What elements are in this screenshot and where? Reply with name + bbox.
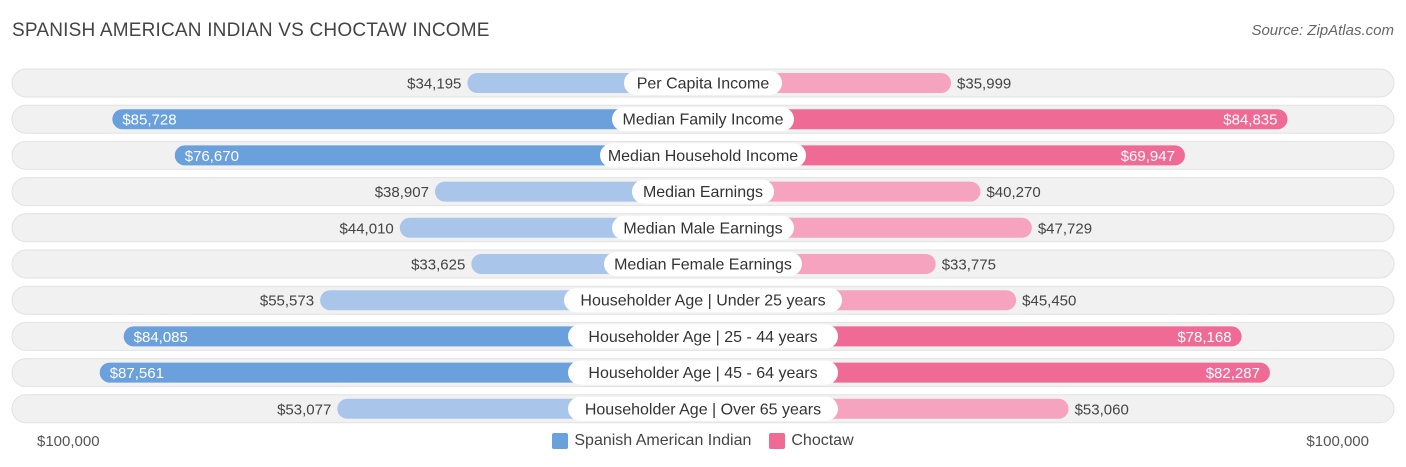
value-label-spanish-american-indian-householder-age-45-64-years: $87,561: [110, 365, 164, 382]
bar-choctaw-householder-age-45-64-years: [703, 362, 1270, 383]
bar-choctaw-median-family-income: [703, 109, 1288, 130]
category-pill-median-male-earnings: [612, 215, 794, 240]
category-label-householder-age-over-65-years: Householder Age | Over 65 years: [585, 401, 821, 418]
legend-label-spanish-american-indian: Spanish American Indian: [574, 432, 752, 449]
legend: Spanish American Indian Choctaw: [0, 432, 1406, 450]
value-label-choctaw-median-female-earnings: $33,775: [942, 257, 996, 274]
category-pill-median-earnings: [632, 179, 774, 204]
value-label-choctaw-householder-age-under-25-years: $45,450: [1022, 293, 1076, 310]
value-label-spanish-american-indian-median-male-earnings: $44,010: [340, 220, 394, 237]
category-label-median-male-earnings: Median Male Earnings: [623, 220, 782, 237]
legend-item-spanish-american-indian[interactable]: Spanish American Indian: [552, 432, 751, 450]
value-label-spanish-american-indian-median-household-income: $76,670: [185, 148, 239, 165]
value-label-choctaw-median-household-income: $69,947: [1121, 148, 1175, 165]
value-label-choctaw-per-capita-income: $35,999: [957, 76, 1011, 93]
bar-choctaw-median-household-income: [703, 145, 1185, 166]
legend-label-choctaw: Choctaw: [791, 432, 854, 449]
bar-choctaw-householder-age-25-44-years: [703, 326, 1242, 347]
value-label-choctaw-householder-age-over-65-years: $53,060: [1075, 401, 1129, 418]
category-label-householder-age-under-25-years: Householder Age | Under 25 years: [580, 293, 825, 310]
category-pill-householder-age-25-44-years: [568, 324, 838, 349]
category-pill-householder-age-under-25-years: [564, 288, 842, 313]
value-label-spanish-american-indian-per-capita-income: $34,195: [407, 76, 461, 93]
value-label-spanish-american-indian-householder-age-25-44-years: $84,085: [134, 329, 188, 346]
category-label-per-capita-income: Per Capita Income: [637, 76, 770, 93]
value-label-choctaw-median-family-income: $84,835: [1223, 112, 1277, 129]
axis-left-label: $100,000: [37, 433, 100, 450]
legend-item-choctaw[interactable]: Choctaw: [769, 432, 854, 450]
value-label-choctaw-median-earnings: $40,270: [986, 184, 1040, 201]
value-label-spanish-american-indian-median-female-earnings: $33,625: [411, 257, 465, 274]
category-pill-householder-age-over-65-years: [568, 396, 838, 421]
bar-spanish-american-indian-median-household-income: [174, 145, 703, 166]
value-label-spanish-american-indian-householder-age-under-25-years: $55,573: [260, 293, 314, 310]
category-pill-householder-age-45-64-years: [568, 360, 838, 385]
income-chart: $34,195 $35,999 Per Capita Income $85,728 $8…: [11, 68, 1395, 424]
category-label-householder-age-25-44-years: Householder Age | 25 - 44 years: [588, 329, 817, 346]
bar-spanish-american-indian-median-family-income: [112, 109, 703, 130]
category-pill-per-capita-income: [624, 71, 782, 95]
category-label-householder-age-45-64-years: Householder Age | 45 - 64 years: [588, 365, 817, 382]
bar-spanish-american-indian-householder-age-45-64-years: [99, 362, 703, 383]
category-label-median-family-income: Median Family Income: [623, 112, 784, 129]
category-label-median-female-earnings: Median Female Earnings: [614, 257, 792, 274]
bar-spanish-american-indian-householder-age-25-44-years: [123, 326, 703, 347]
legend-swatch-spanish-american-indian: [552, 433, 569, 449]
category-pill-median-household-income: [600, 143, 806, 168]
category-pill-median-family-income: [612, 107, 794, 132]
axis-right-label: $100,000: [1306, 433, 1369, 450]
value-label-choctaw-median-male-earnings: $47,729: [1038, 220, 1092, 237]
category-label-median-earnings: Median Earnings: [643, 184, 763, 201]
category-label-median-household-income: Median Household Income: [608, 148, 798, 165]
value-label-spanish-american-indian-median-family-income: $85,728: [122, 112, 176, 129]
category-pill-median-female-earnings: [604, 252, 802, 276]
value-label-choctaw-householder-age-25-44-years: $78,168: [1177, 329, 1231, 346]
value-label-spanish-american-indian-median-earnings: $38,907: [375, 184, 429, 201]
value-label-choctaw-householder-age-45-64-years: $82,287: [1206, 365, 1260, 382]
legend-swatch-choctaw: [769, 433, 786, 449]
chart-title: SPANISH AMERICAN INDIAN VS CHOCTAW INCOM…: [12, 20, 490, 41]
value-label-spanish-american-indian-householder-age-over-65-years: $53,077: [277, 401, 331, 418]
source-note: Source: ZipAtlas.com: [1251, 22, 1394, 39]
